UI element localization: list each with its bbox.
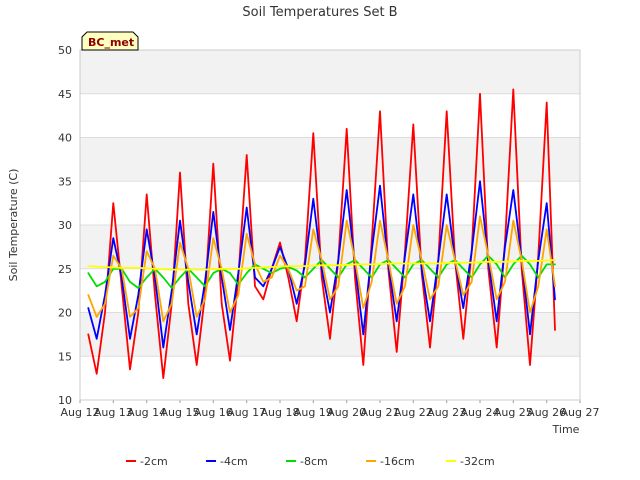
badge-shape [81,31,139,51]
x-tick-label: Aug 16 [194,406,233,419]
plot-border [79,49,581,401]
y-axis-label: Soil Temperature (C) [7,169,20,282]
legend: -2cm -4cm -8cm -16cm -32cm [126,455,495,468]
x-tick-label: Aug 12 [61,406,100,419]
grid-band [80,137,580,182]
y-tick-label: 15 [58,350,72,363]
grid-band [80,50,580,94]
x-tick-label: Aug 17 [227,406,266,419]
x-tick-label: Aug 26 [527,406,566,419]
x-tick-label: Aug 19 [294,406,333,419]
x-tick-label: Aug 27 [561,406,600,419]
x-tick-label: Aug 22 [394,406,433,419]
y-tick-label: 40 [58,132,72,145]
series-line-4cmcm [87,180,556,349]
legend-entry-label: -8cm [300,455,328,468]
x-tick-label: Aug 13 [94,406,133,419]
legend-entry-label: -4cm [220,455,248,468]
y-tick-label: 35 [58,175,72,188]
y-tick-label: 25 [58,263,72,276]
x-tick-label: Aug 20 [327,406,366,419]
chart-title: Soil Temperatures Set B [242,5,397,20]
legend-entry-label: -32cm [460,455,495,468]
series-line-16cmcm [87,215,556,323]
x-tick-label: Aug 14 [127,406,166,419]
x-tick-label: Aug 18 [261,406,300,419]
x-tick-label: Aug 25 [494,406,533,419]
station-badge: BC_met [81,31,139,51]
y-tick-label: 10 [58,394,72,407]
x-tick-label: Aug 21 [361,406,400,419]
badge-label: BC_met [88,36,134,49]
x-axis-label: Time [552,423,580,436]
series-line-32cmcm [87,259,556,271]
series-line-2cmcm [87,88,556,380]
y-tick-label: 45 [58,88,72,101]
x-tick-label: Aug 15 [161,406,200,419]
y-tick-label: 30 [58,219,72,232]
legend-entry-label: -16cm [380,455,415,468]
y-tick-label: 50 [58,44,72,57]
x-tick-label: Aug 23 [427,406,466,419]
x-tick-label: Aug 24 [461,406,500,419]
y-tick-label: 20 [58,307,72,320]
legend-entry-label: -2cm [140,455,168,468]
